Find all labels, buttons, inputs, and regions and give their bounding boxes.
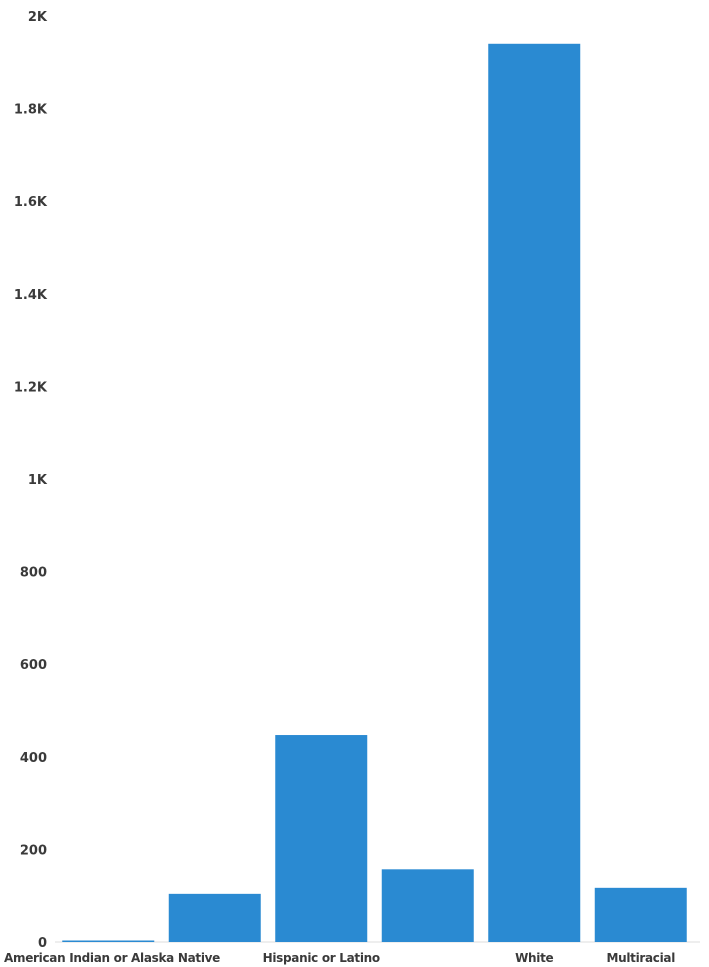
y-tick-label: 800 [20,566,47,581]
bar[interactable] [168,893,261,942]
y-tick-label: 0 [38,936,47,951]
bar[interactable] [594,887,687,942]
y-tick-label: 1.2K [14,380,48,395]
y-tick-label: 400 [20,751,47,766]
y-tick-label: 1.8K [14,103,48,118]
bar[interactable] [275,735,368,942]
y-tick-label: 1K [28,473,48,488]
y-tick-label: 1.6K [14,195,48,210]
bar[interactable] [62,940,155,943]
bar[interactable] [488,43,581,942]
x-tick-label: White [515,951,553,965]
x-axis-labels: American Indian or Alaska Native Hispanic… [4,951,676,965]
y-axis-ticks: 0 200 400 600 800 1K 1.2K 1.4K 1.6K 1.8K 2K [14,10,48,951]
bar[interactable] [381,869,474,942]
bar-series [62,43,687,943]
y-tick-label: 200 [20,843,47,858]
x-tick-label: American Indian or Alaska Native [4,951,220,965]
y-tick-label: 600 [20,658,47,673]
y-tick-label: 1.4K [14,288,48,303]
x-tick-label: Hispanic or Latino [263,951,380,965]
y-tick-label: 2K [28,10,48,25]
x-tick-label: Multiracial [606,951,675,965]
